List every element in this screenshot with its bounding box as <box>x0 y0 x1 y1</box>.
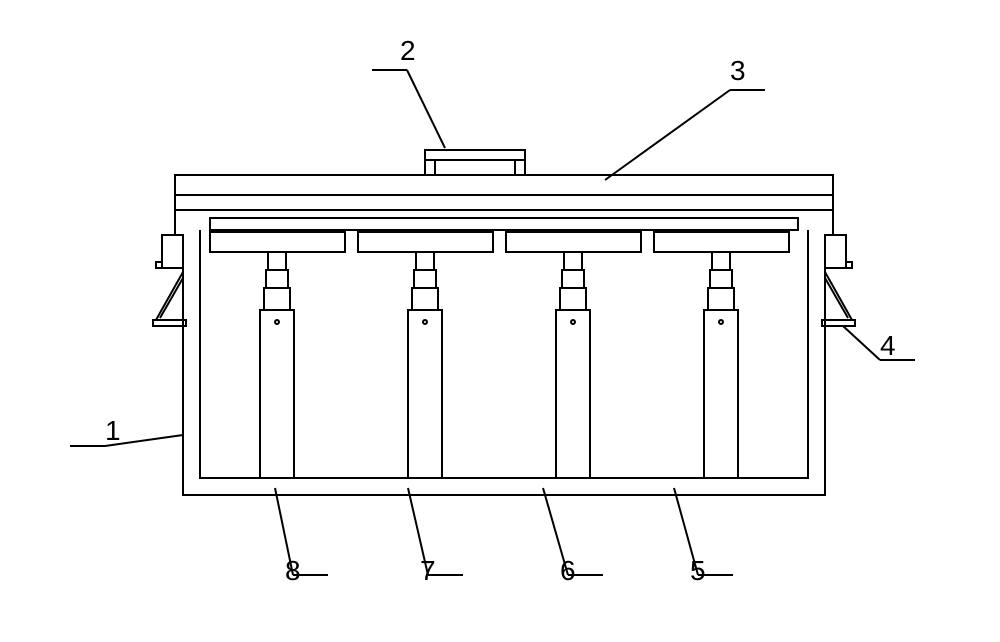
callout-label-6: 6 <box>560 555 576 586</box>
callout-label-7: 7 <box>420 555 436 586</box>
callout-label-5: 5 <box>690 555 706 586</box>
callout-label-2: 2 <box>400 35 416 66</box>
callout-label-4: 4 <box>880 330 896 361</box>
callout-label-8: 8 <box>285 555 301 586</box>
leader-line-3 <box>605 90 730 180</box>
diagram-canvas: 1 2 3 4 5 6 7 8 <box>0 0 1000 642</box>
callout-label-1: 1 <box>105 415 121 446</box>
leader-line-2 <box>407 70 445 148</box>
leader-line-4 <box>843 326 880 360</box>
callout-label-3: 3 <box>730 55 746 86</box>
